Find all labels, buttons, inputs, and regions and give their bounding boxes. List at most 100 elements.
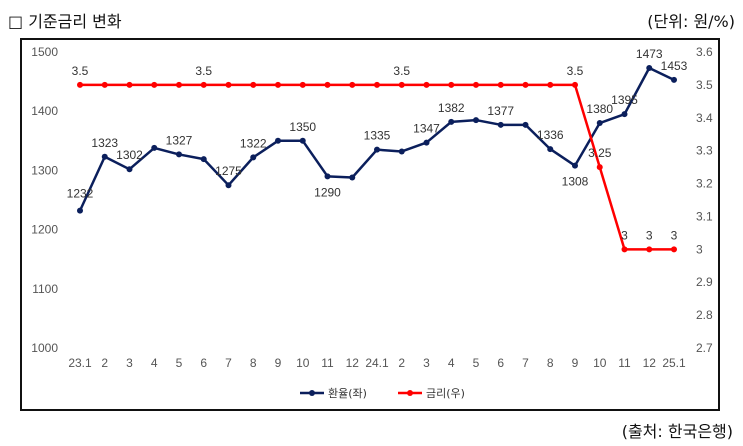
data-label: 3.5	[195, 64, 212, 78]
data-point	[596, 120, 603, 127]
data-point	[547, 146, 554, 153]
data-point	[101, 81, 108, 88]
data-point	[448, 81, 455, 88]
y-right-tick-label: 3.2	[696, 177, 713, 191]
data-label: 1302	[116, 148, 143, 162]
x-tick-label: 12	[643, 356, 657, 370]
data-point	[671, 76, 677, 83]
data-label: 1453	[661, 59, 688, 73]
data-point	[77, 207, 83, 214]
data-point	[299, 137, 306, 144]
y-right-tick-label: 3	[696, 242, 703, 256]
data-point	[225, 81, 232, 88]
y-left-tick-label: 1100	[32, 282, 58, 296]
data-point	[126, 81, 133, 88]
data-point	[473, 117, 479, 124]
data-label: 1322	[240, 136, 267, 150]
x-tick-label: 5	[473, 356, 480, 370]
data-point	[398, 148, 405, 155]
y-right-tick-label: 2.8	[696, 308, 713, 322]
data-label: 1382	[438, 101, 465, 115]
data-point	[101, 153, 108, 160]
data-point	[151, 144, 158, 151]
data-point	[349, 81, 356, 88]
data-label: 3	[646, 228, 653, 242]
data-point	[572, 81, 578, 88]
data-label: 1335	[364, 129, 391, 143]
data-label: 1347	[413, 122, 440, 136]
data-point	[374, 146, 380, 153]
data-point	[126, 166, 133, 173]
x-tick-label: 11	[618, 356, 631, 370]
data-point	[374, 81, 380, 88]
y-left-tick-label: 1400	[31, 104, 58, 118]
data-label: 1350	[289, 120, 316, 134]
series-line-2	[80, 83, 674, 251]
x-tick-label: 6	[200, 356, 207, 370]
data-point	[200, 81, 207, 88]
x-tick-label: 8	[250, 356, 257, 370]
x-tick-label: 5	[176, 356, 183, 370]
data-point	[349, 174, 356, 181]
data-label: 3.5	[393, 64, 410, 78]
y-left-tick-label: 1500	[31, 45, 58, 59]
x-tick-label: 9	[275, 356, 282, 370]
data-point	[423, 81, 430, 88]
data-point	[200, 156, 207, 163]
data-point	[671, 246, 677, 253]
data-point	[250, 81, 257, 88]
data-point	[448, 118, 455, 125]
data-label: 3.25	[588, 146, 612, 160]
data-label: 1395	[611, 93, 638, 107]
x-tick-label: 7	[522, 356, 529, 370]
data-label: 1327	[166, 133, 193, 147]
data-point	[275, 137, 281, 144]
data-label: 3.5	[567, 64, 584, 78]
data-point	[324, 173, 331, 180]
x-tick-label: 3	[126, 356, 133, 370]
data-label: 3	[671, 228, 678, 242]
data-point	[176, 151, 182, 158]
chart-title: □ 기준금리 변화	[8, 12, 122, 31]
data-point	[522, 81, 529, 88]
y-right-tick-label: 3.5	[696, 78, 713, 92]
data-point	[621, 111, 628, 118]
legend-label: 환율(좌)	[328, 387, 367, 400]
data-label: 1377	[487, 104, 514, 118]
y-right-tick-label: 3.4	[696, 111, 713, 125]
data-point	[225, 182, 232, 189]
source-label: (출처: 한국은행)	[621, 422, 733, 441]
y-left-tick-label: 1000	[31, 341, 58, 355]
legend-label: 금리(우)	[426, 387, 465, 400]
data-point	[275, 81, 281, 88]
data-point	[497, 121, 504, 128]
y-right-tick-label: 3.3	[696, 144, 713, 158]
data-label: 3	[621, 228, 628, 242]
y-right-tick-label: 2.9	[696, 275, 713, 289]
x-tick-label: 11	[321, 356, 334, 370]
data-label: 1308	[562, 175, 589, 189]
data-point	[547, 81, 554, 88]
y-left-tick-label: 1300	[31, 163, 58, 177]
data-point	[646, 246, 653, 253]
x-tick-label: 10	[593, 356, 607, 370]
data-point	[572, 162, 578, 169]
data-point	[398, 81, 405, 88]
y-right-tick-label: 3.1	[696, 209, 713, 223]
data-point	[473, 81, 479, 88]
x-tick-label: 9	[572, 356, 579, 370]
x-tick-label: 10	[296, 356, 310, 370]
data-point	[151, 81, 158, 88]
y-left-tick-label: 1200	[31, 223, 58, 237]
y-right-tick-label: 2.7	[696, 341, 713, 355]
x-tick-label: 24.1	[365, 356, 389, 370]
data-label: 1380	[586, 102, 613, 116]
data-label: 1290	[314, 185, 341, 199]
legend-marker	[407, 390, 413, 396]
y-right-tick-label: 3.6	[696, 45, 713, 59]
x-tick-label: 2	[101, 356, 108, 370]
x-tick-label: 4	[448, 356, 455, 370]
x-tick-label: 3	[423, 356, 430, 370]
x-tick-label: 8	[547, 356, 554, 370]
